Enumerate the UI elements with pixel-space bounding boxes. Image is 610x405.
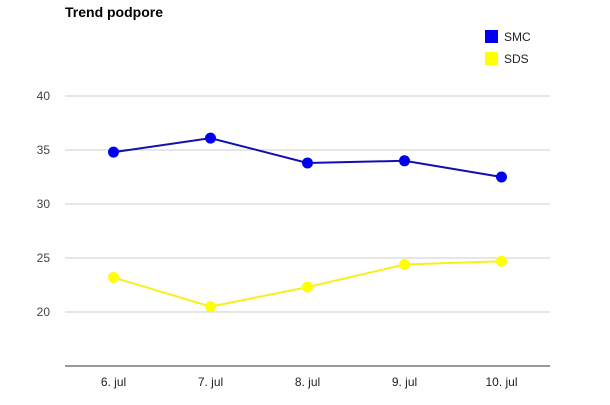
legend-label: SDS	[504, 52, 529, 66]
series-smc	[108, 132, 507, 183]
y-axis-ticks: 20 25 30 35 40	[37, 89, 51, 319]
data-point[interactable]	[302, 157, 313, 169]
data-point[interactable]	[399, 155, 410, 167]
data-point[interactable]	[108, 146, 119, 158]
x-tick-label: 10. jul	[485, 375, 517, 389]
y-tick-label: 20	[37, 305, 51, 319]
data-point[interactable]	[496, 171, 507, 183]
y-tick-label: 35	[37, 143, 51, 157]
legend-label: SMC	[504, 30, 531, 44]
x-tick-label: 9. jul	[392, 375, 417, 389]
data-point[interactable]	[205, 132, 216, 144]
legend: SMC SDS	[485, 30, 531, 66]
chart-title: Trend podpore	[65, 4, 163, 20]
x-tick-label: 6. jul	[101, 375, 126, 389]
data-point[interactable]	[399, 258, 410, 270]
y-tick-label: 30	[37, 197, 51, 211]
series-sds	[108, 255, 507, 313]
legend-swatch	[485, 52, 498, 65]
data-point[interactable]	[496, 255, 507, 267]
y-tick-label: 40	[37, 89, 51, 103]
x-axis-ticks: 6. jul 7. jul 8. jul 9. jul 10. jul	[101, 375, 518, 389]
data-point[interactable]	[205, 301, 216, 313]
gridlines	[65, 95, 550, 313]
data-point[interactable]	[302, 281, 313, 293]
x-tick-label: 8. jul	[295, 375, 320, 389]
series-group	[108, 132, 507, 313]
y-tick-label: 25	[37, 251, 51, 265]
legend-swatch	[485, 30, 498, 43]
x-tick-label: 7. jul	[198, 375, 223, 389]
data-point[interactable]	[108, 271, 119, 283]
